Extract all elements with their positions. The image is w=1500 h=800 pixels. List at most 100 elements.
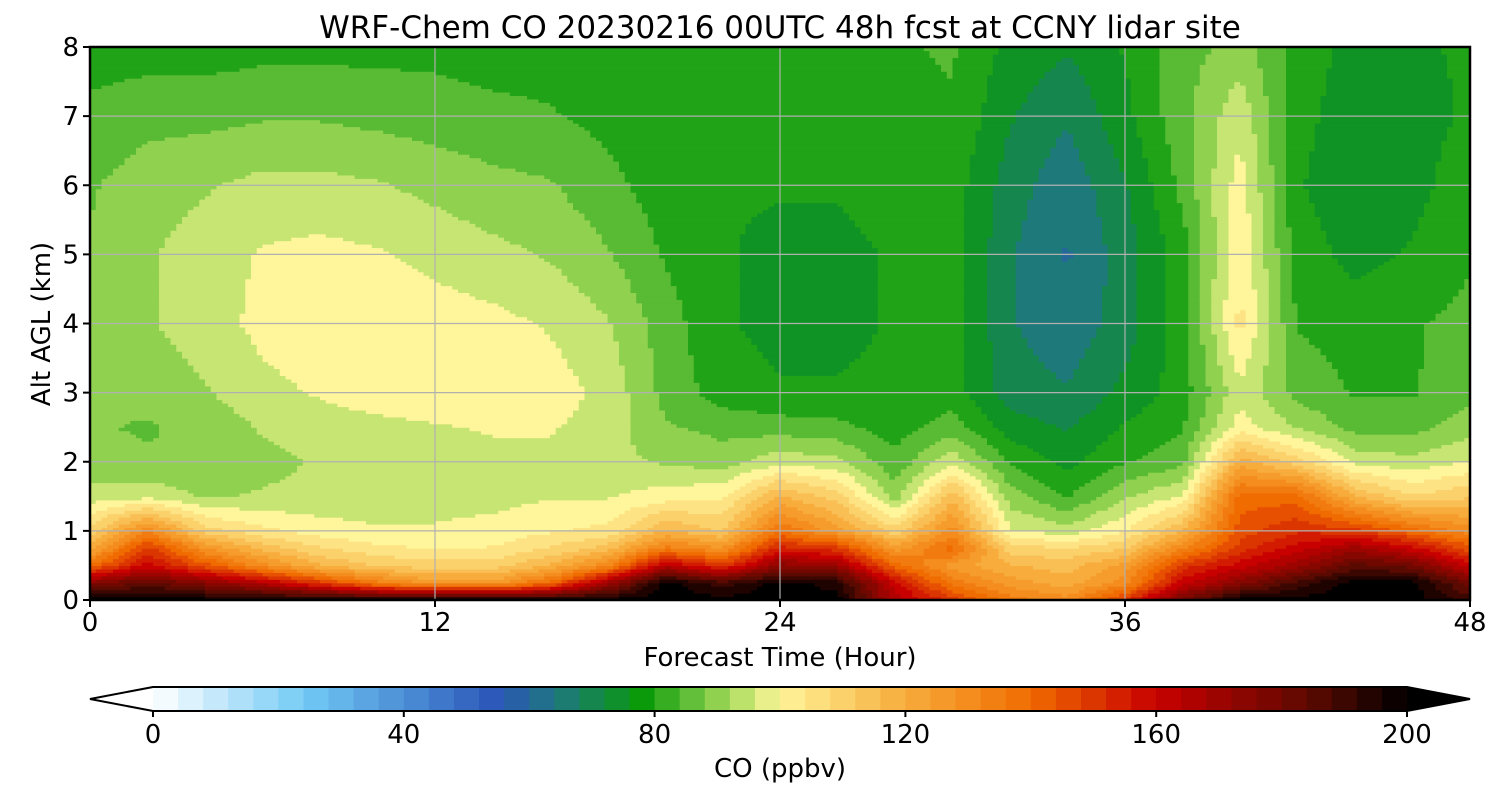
heat-cell (1182, 420, 1201, 425)
heat-cell (636, 551, 649, 556)
heat-cell (1314, 461, 1333, 466)
heat-cell (159, 282, 246, 287)
heat-cell (1332, 517, 1362, 522)
heat-cell (1418, 558, 1437, 563)
heat-cell (711, 582, 735, 587)
heat-cell (941, 485, 965, 490)
heat-cell (1130, 98, 1161, 103)
heat-cell (906, 534, 919, 539)
heat-cell (1199, 537, 1218, 542)
heat-cell (1096, 330, 1138, 335)
heat-cell (849, 520, 867, 525)
heat-cell (90, 430, 131, 435)
heat-cell (90, 313, 160, 318)
heat-cell (228, 402, 338, 408)
heat-cell (1148, 572, 1155, 577)
heat-cell (992, 199, 1028, 204)
heat-cell (929, 586, 948, 591)
heat-cell (1257, 147, 1270, 152)
heat-cell (1268, 143, 1287, 148)
heat-cell (1061, 254, 1074, 259)
heat-cell (866, 551, 879, 556)
heat-cell (1435, 164, 1470, 169)
heat-cell (1188, 230, 1201, 235)
heat-cell (193, 205, 442, 211)
heat-cell (1280, 275, 1293, 280)
heat-cell (665, 499, 735, 504)
heat-cell (1228, 392, 1264, 397)
heat-cell (182, 216, 459, 221)
heat-cell (1199, 333, 1218, 338)
heat-cell (1015, 275, 1109, 280)
heat-cell (1441, 475, 1470, 480)
heat-cell (1228, 465, 1241, 470)
heat-cell (1263, 257, 1281, 262)
heat-cell (1038, 167, 1086, 173)
heat-cell (1263, 527, 1362, 532)
heat-cell (849, 593, 856, 598)
heat-cell (1211, 278, 1230, 283)
heat-cell (1452, 299, 1470, 304)
heat-cell (1159, 53, 1207, 58)
heat-cell (1130, 589, 1138, 594)
heat-cell (1280, 271, 1293, 276)
heat-cell (1263, 582, 1281, 587)
heat-cell (1280, 268, 1293, 273)
heat-cell (722, 510, 741, 515)
heat-cell (1165, 271, 1189, 276)
heat-cell (1044, 161, 1086, 166)
heat-cell (699, 382, 965, 387)
heat-cell (797, 506, 827, 511)
heat-cell (1194, 430, 1212, 435)
heat-cell (107, 523, 120, 529)
heat-cell (837, 589, 844, 594)
heat-cell (912, 430, 977, 435)
heat-cell (205, 596, 620, 600)
heat-cell (101, 85, 482, 90)
heat-cell (124, 161, 488, 166)
heat-cell (1084, 78, 1132, 83)
heat-cell (1199, 295, 1212, 300)
heat-cell (992, 375, 1057, 380)
heat-cell (1211, 282, 1230, 287)
heat-cell (486, 161, 620, 166)
heat-cell (872, 244, 965, 249)
heat-cell (1257, 288, 1270, 293)
heat-cell (1245, 320, 1258, 325)
colorbar-swatch (805, 687, 831, 711)
heat-cell (929, 572, 948, 577)
heat-cell (1274, 174, 1287, 179)
heat-cell (527, 534, 609, 539)
heat-cell (883, 437, 902, 442)
heat-cell (900, 548, 925, 553)
heat-cell (1153, 399, 1189, 404)
heat-cell (992, 382, 1115, 387)
heat-cell (1015, 575, 1092, 580)
heat-cell (1211, 458, 1224, 463)
heat-cell (734, 499, 752, 504)
heat-cell (854, 489, 867, 494)
heat-cell (768, 358, 856, 363)
heat-cell (1107, 275, 1138, 280)
heat-cell (1222, 306, 1258, 311)
heat-cell (1130, 565, 1143, 570)
heat-cell (1240, 475, 1258, 480)
heat-cell (515, 551, 563, 556)
heat-cell (935, 416, 959, 421)
heat-cell (1171, 579, 1178, 584)
heat-cell (1257, 133, 1270, 138)
heat-cell (187, 489, 252, 494)
heat-cell (561, 568, 574, 573)
heat-cell (90, 402, 229, 408)
heat-cell (268, 555, 298, 560)
heat-cell (923, 561, 948, 567)
colorbar-swatch (1080, 687, 1107, 711)
heat-cell (1056, 489, 1074, 494)
heat-cell (1061, 57, 1074, 62)
heat-cell (1033, 351, 1086, 356)
heat-cell (1309, 337, 1425, 342)
heat-cell (1079, 361, 1126, 366)
heat-cell (170, 510, 195, 515)
heat-cell (1222, 320, 1235, 325)
